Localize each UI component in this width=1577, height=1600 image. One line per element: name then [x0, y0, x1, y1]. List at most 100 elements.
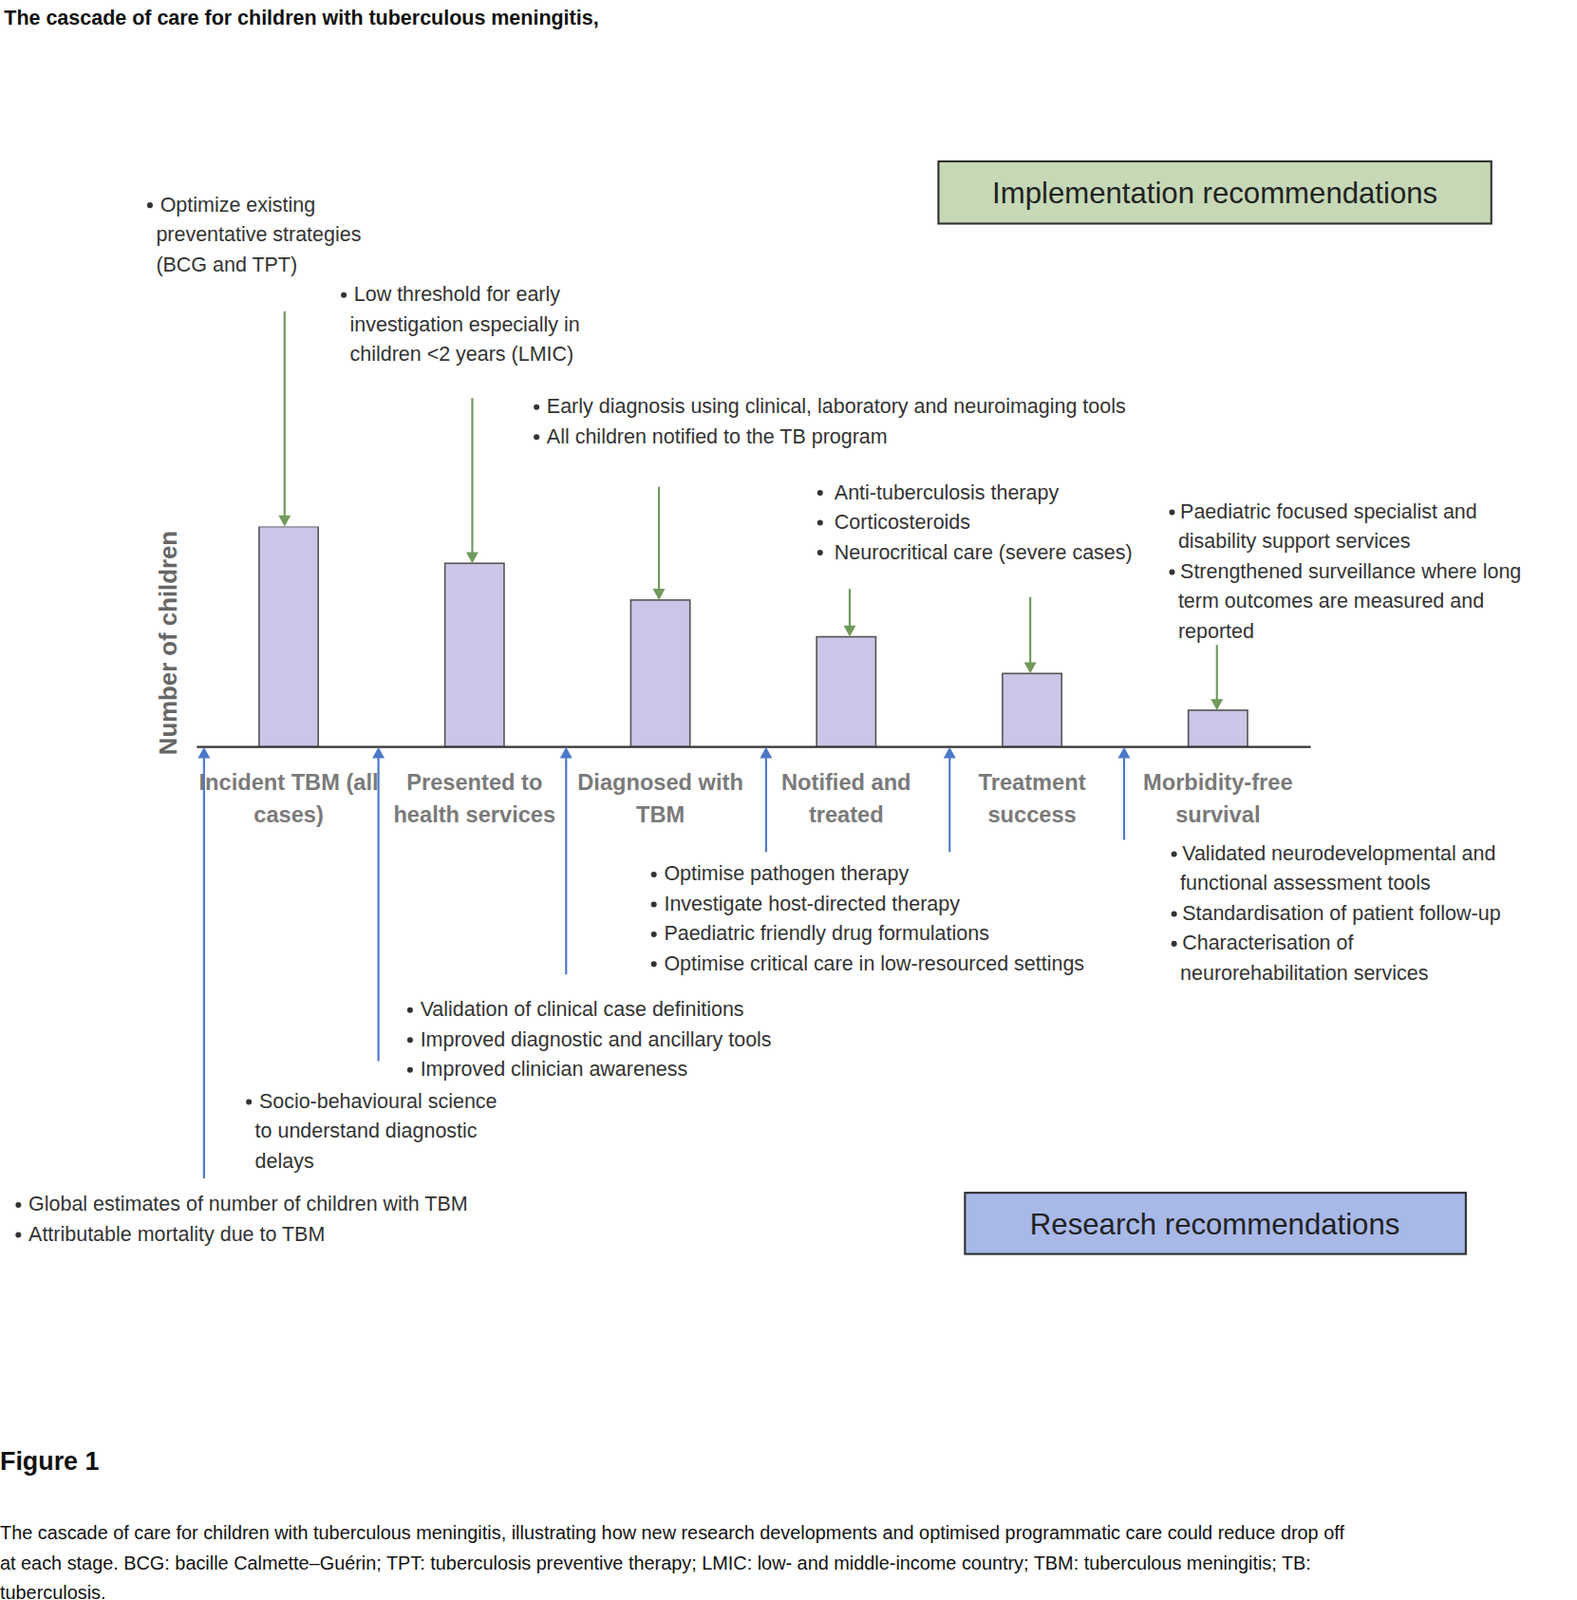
arrow [1123, 755, 1126, 840]
figure-label: Figure 1 [0, 1446, 99, 1476]
recommendation-text: Low threshold for early [354, 282, 561, 306]
bullet [340, 292, 347, 299]
research-box [964, 1192, 1466, 1254]
recommendation-text: children <2 years (LMIC) [350, 342, 575, 366]
arrow-head [560, 747, 573, 759]
arrow-head [759, 747, 772, 759]
bar [445, 563, 505, 747]
bullet [407, 1067, 414, 1073]
arrow-head [1024, 661, 1037, 674]
recommendation-text: investigation especially in [350, 313, 581, 337]
arrow-head [1210, 698, 1223, 711]
bullet [817, 489, 824, 496]
arrow [377, 755, 380, 1061]
bullet [533, 433, 540, 440]
bullet [1168, 568, 1175, 575]
arrow [470, 397, 473, 554]
header: The cascade of care for children with tu… [3, 6, 599, 30]
recommendation-text: Investigate host-directed therapy [663, 892, 960, 916]
arrow [948, 755, 951, 852]
bullet [817, 549, 824, 556]
bullet [651, 871, 658, 878]
bar [630, 600, 690, 748]
recommendation-text: Validated neurodevelopmental and [1182, 842, 1496, 865]
recommendation-text: Paediatric focused specialist and [1180, 500, 1478, 524]
category-label: Treatmentsuccess [978, 769, 1087, 827]
recommendation-text: neurorehabilitation services [1180, 961, 1428, 985]
caption: at each stage. BCG: bacille Calmette–Gué… [0, 1552, 1312, 1574]
arrow-head [653, 588, 666, 601]
bullet [1171, 940, 1178, 947]
bars [259, 526, 1248, 748]
recommendation-text: Anti-tuberculosis therapy [834, 481, 1060, 505]
recommendation-text: Improved diagnostic and ancillary tools [420, 1028, 772, 1052]
bullet [15, 1201, 21, 1208]
caption: The cascade of care for children with tu… [0, 1521, 1345, 1543]
recommendation-text: Attributable mortality due to TBM [28, 1222, 325, 1246]
arrow-head [943, 747, 957, 759]
recommendation-text: Improved clinician awareness [420, 1057, 689, 1081]
bar [816, 637, 876, 748]
recommendation-text: Global estimates of number of children w… [28, 1192, 469, 1216]
category-label: Morbidity-freesurvival [1143, 769, 1294, 827]
arrow [203, 755, 206, 1179]
caption: tuberculosis. [0, 1581, 107, 1600]
recommendation-text: Validation of clinical case definitions [420, 997, 745, 1021]
arrow-head [466, 551, 479, 564]
category-label: Diagnosed withTBM [577, 769, 744, 827]
bullet [651, 901, 658, 907]
bullet [651, 960, 658, 967]
bullet [651, 931, 658, 938]
arrow [1029, 597, 1032, 665]
recommendation-text: Standardisation of patient follow-up [1182, 901, 1501, 925]
bullet [407, 1036, 414, 1043]
recommendation-text: Paediatric friendly drug formulations [663, 921, 989, 945]
category-label: Notified andtreated [781, 769, 912, 827]
bar [1188, 710, 1248, 748]
bullet [15, 1232, 21, 1239]
bullet [147, 202, 153, 208]
recommendation-text: Early diagnosis using clinical, laborato… [546, 394, 1127, 418]
arrow-head [372, 747, 385, 759]
recommendation-text: functional assessment tools [1180, 871, 1431, 895]
bullet [1171, 910, 1178, 917]
category-label: Presented tohealth services [393, 769, 556, 827]
recommendation-text: delays [255, 1149, 315, 1173]
arrow [657, 487, 660, 592]
bullet [245, 1099, 252, 1106]
category-label: Incident TBM (allcases) [199, 769, 379, 827]
bar [1002, 673, 1062, 747]
recommendation-text: Characterisation of [1182, 931, 1353, 955]
x-axis-line [196, 746, 1311, 749]
arrow-head [278, 515, 291, 527]
implementation-box [938, 161, 1491, 225]
recommendation-text: Corticosteroids [834, 510, 971, 534]
arrow [564, 755, 567, 975]
recommendation-text: Strengthened surveillance where long [1180, 560, 1521, 583]
bar [259, 526, 319, 748]
research-title: Research recommendations [1030, 1207, 1400, 1241]
recommendation-text: Optimise critical care in low-resourced … [663, 952, 1085, 976]
bullet [817, 520, 824, 526]
arrow [848, 588, 851, 628]
recommendation-text: Optimise pathogen therapy [663, 862, 909, 885]
bullet [533, 404, 540, 411]
recommendation-text: to understand diagnostic [255, 1119, 478, 1143]
recommendation-text: preventative strategies [155, 223, 361, 246]
implementation-title: Implementation recommendations [992, 176, 1438, 210]
bullet [407, 1007, 414, 1014]
y-axis-label: Number of children [154, 530, 182, 755]
figure: The cascade of care for children with tu… [0, 0, 1577, 1600]
arrow-head [844, 625, 857, 638]
bullet [1168, 509, 1175, 516]
arrow [765, 755, 768, 852]
recommendation-text: Socio-behavioural science [259, 1089, 498, 1113]
recommendation-text: Optimize existing [160, 193, 316, 217]
recommendation-text: disability support services [1178, 529, 1411, 553]
recommendation-text: reported [1178, 619, 1255, 643]
arrow-head [1118, 747, 1131, 759]
bullet [1171, 850, 1178, 857]
recommendation-text: (BCG and TPT) [155, 253, 298, 277]
recommendation-text: Neurocritical care (severe cases) [834, 541, 1133, 564]
arrow [1216, 644, 1219, 701]
